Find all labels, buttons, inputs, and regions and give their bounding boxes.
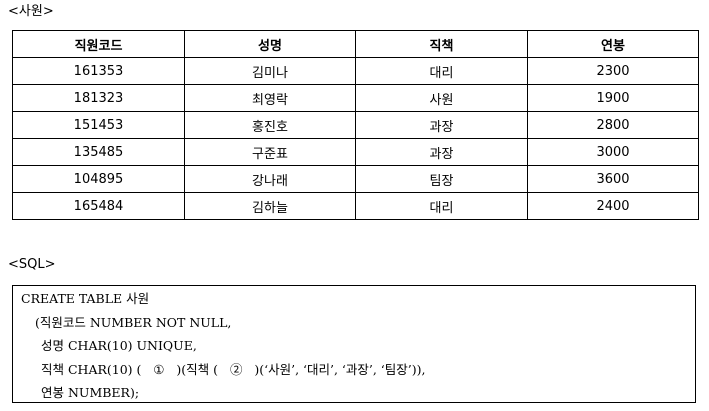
sql-line-create-table: CREATE TABLE 사원 [21,291,150,306]
sql-line-name: 성명 CHAR(10) UNIQUE, [41,338,197,354]
cell-position: 대리 [355,57,528,85]
sql-caption: <SQL> [8,257,56,272]
header-name: 성명 [184,30,356,58]
cell-position: 사원 [355,84,528,112]
table-row: 135485 구준표 과장 3000 [12,138,699,166]
cell-salary: 2300 [527,57,699,85]
cell-name: 구준표 [184,138,356,166]
table-row: 165484 김하늘 대리 2400 [12,192,699,220]
header-position: 직책 [355,30,528,58]
table-row: 104895 강나래 팀장 3600 [12,165,699,193]
cell-position: 팀장 [355,165,528,193]
cell-employee-code: 104895 [12,165,185,193]
header-salary: 연봉 [527,30,699,58]
cell-salary: 3000 [527,138,699,166]
employee-table: 직원코드 성명 직책 연봉 161353 김미나 대리 2300 181323 … [12,30,699,220]
table-row: 181323 최영락 사원 1900 [12,84,699,112]
cell-name: 최영락 [184,84,356,112]
cell-position: 과장 [355,111,528,139]
sql-line-salary: 연봉 NUMBER); [41,385,140,401]
cell-salary: 1900 [527,84,699,112]
table-row: 161353 김미나 대리 2300 [12,57,699,85]
cell-name: 홍진호 [184,111,356,139]
header-employee-code: 직원코드 [12,30,185,58]
table-header-row: 직원코드 성명 직책 연봉 [12,30,699,58]
cell-employee-code: 135485 [12,138,185,166]
sql-line-position: 직책 CHAR(10) ( ① )(직책 ( ② )(‘사원’, ‘대리’, ‘… [41,361,426,377]
table-row: 151453 홍진호 과장 2800 [12,111,699,139]
cell-salary: 2800 [527,111,699,139]
cell-name: 강나래 [184,165,356,193]
cell-position: 대리 [355,192,528,220]
table-caption: <사원> [8,4,54,19]
cell-name: 김미나 [184,57,356,85]
sql-code-box: CREATE TABLE 사원 (직원코드 NUMBER NOT NULL, 성… [12,285,696,403]
cell-salary: 3600 [527,165,699,193]
cell-employee-code: 165484 [12,192,185,220]
cell-salary: 2400 [527,192,699,220]
cell-position: 과장 [355,138,528,166]
cell-employee-code: 181323 [12,84,185,112]
cell-employee-code: 151453 [12,111,185,139]
cell-name: 김하늘 [184,192,356,220]
sql-line-employee-code: (직원코드 NUMBER NOT NULL, [35,314,232,330]
cell-employee-code: 161353 [12,57,185,85]
